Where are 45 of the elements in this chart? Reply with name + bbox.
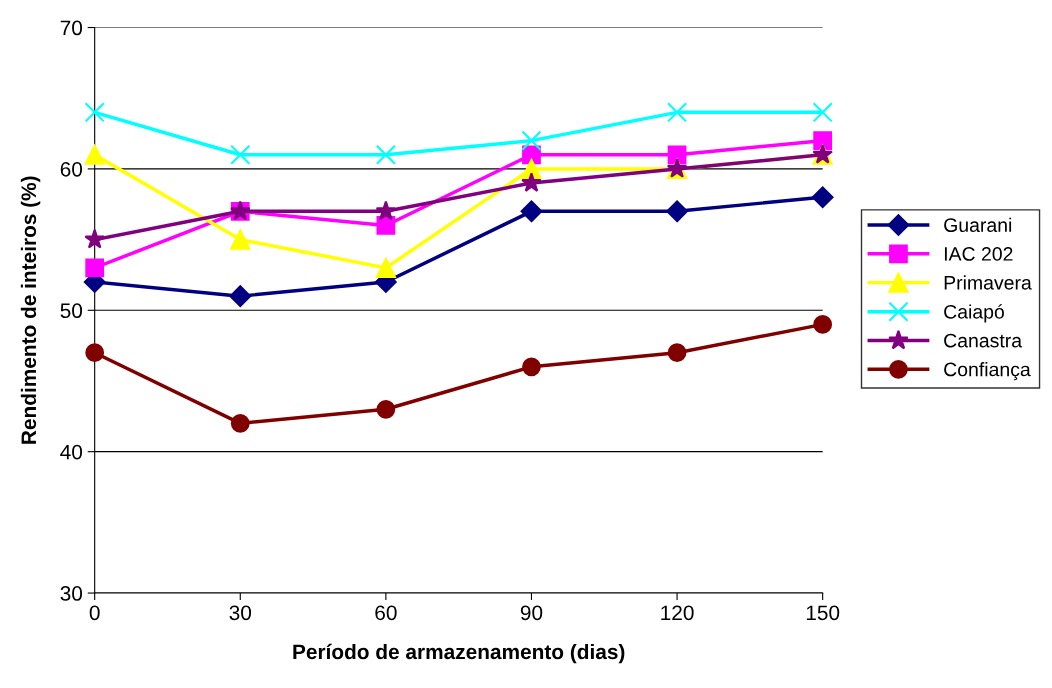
point [813, 131, 833, 150]
point [520, 200, 543, 223]
x-tick-label: 0 [89, 605, 100, 621]
legend-label: Guarani [944, 217, 1012, 232]
point [522, 357, 541, 377]
y-tick-label: 50 [60, 303, 83, 319]
legend-label: IAC 202 [944, 247, 1013, 261]
point [521, 130, 542, 151]
point [84, 144, 105, 165]
point [375, 257, 396, 278]
point [666, 200, 688, 223]
point [84, 228, 105, 249]
point [811, 186, 834, 209]
legend-label: Primavera [944, 275, 1032, 290]
point [376, 216, 396, 235]
point [229, 285, 252, 308]
x-axis-title: Período de armazenamento (dias) [293, 643, 625, 664]
point [230, 144, 251, 165]
y-tick-label: 60 [60, 161, 83, 177]
point [667, 102, 688, 123]
x-tick-label: 30 [229, 605, 252, 621]
x-tick-label: 60 [375, 605, 397, 621]
point [85, 258, 105, 278]
point [230, 229, 251, 250]
y-tick-label: 40 [60, 444, 83, 460]
point [376, 399, 396, 419]
x-tick-label: 90 [520, 605, 543, 621]
point [521, 172, 542, 192]
point [667, 145, 687, 165]
point [85, 343, 105, 363]
point [667, 343, 687, 363]
point [812, 102, 833, 123]
point [230, 414, 250, 433]
y-axis-title: Rendimento de inteiros (%) [20, 176, 41, 444]
y-tick-label: 70 [60, 20, 83, 36]
x-tick-label: 120 [661, 605, 694, 621]
legend-label: Caiapó [944, 304, 1004, 323]
y-tick-label: 30 [60, 586, 83, 601]
point [375, 200, 397, 221]
legend-label: Canastra [944, 333, 1023, 348]
legend-label: Confiança [944, 362, 1031, 381]
point [84, 102, 105, 123]
point [813, 315, 833, 334]
point [375, 144, 396, 165]
x-tick-label: 150 [806, 605, 840, 621]
